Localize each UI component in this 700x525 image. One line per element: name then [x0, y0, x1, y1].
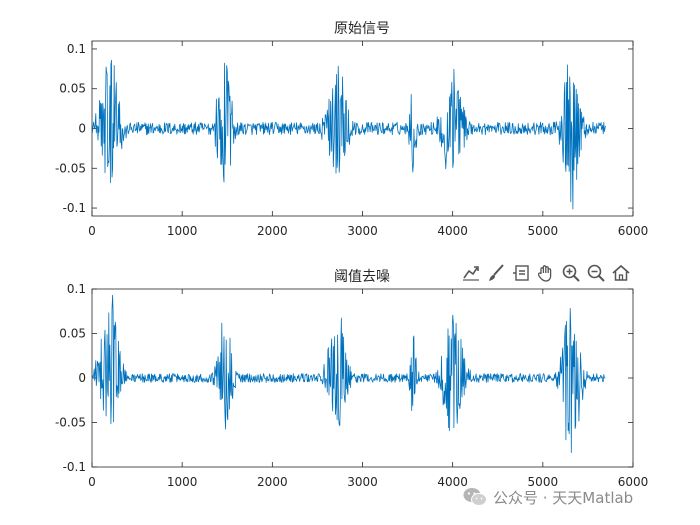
- x-tick-label: 0: [88, 475, 96, 489]
- chart-title: 阈值去噪: [334, 269, 390, 285]
- x-tick-label: 2000: [257, 224, 288, 238]
- zoom-in-icon[interactable]: [560, 262, 582, 284]
- x-tick-label: 5000: [528, 224, 559, 238]
- axes-threshold-denoise: 阈值去噪 0 1000 2000 3000 4000 5000 6000 -0.1 -0.05…: [55, 269, 648, 489]
- x-tick-label: 6000: [618, 224, 649, 238]
- series-group: [91, 59, 606, 210]
- y-tick-label: 0: [78, 122, 86, 136]
- watermark: 公众号 · 天天Matlab: [462, 484, 633, 510]
- watermark-text: 公众号 · 天天Matlab: [493, 488, 634, 507]
- y-tick-label: -0.05: [55, 416, 86, 430]
- x-tick-label: 0: [88, 224, 96, 238]
- x-tick-label: 6000: [618, 475, 649, 489]
- y-tick-label: 0.05: [59, 327, 86, 341]
- chart-title: 原始信号: [334, 21, 390, 37]
- brush-icon[interactable]: [485, 262, 507, 284]
- y-tick-label: -0.05: [55, 161, 86, 175]
- y-tick-label: -0.1: [63, 460, 86, 474]
- wechat-logo-icon: [463, 488, 487, 506]
- export-icon[interactable]: [460, 262, 482, 284]
- y-tick-label: -0.1: [63, 201, 86, 215]
- y-axis-ticks: -0.1 -0.05 0 0.05 0.1: [55, 42, 633, 215]
- signal-line: [91, 59, 606, 210]
- y-tick-label: 0: [78, 371, 86, 385]
- data-tips-icon[interactable]: [510, 262, 532, 284]
- x-tick-label: 1000: [167, 475, 198, 489]
- x-tick-label: 2000: [257, 475, 288, 489]
- x-tick-label: 3000: [347, 224, 378, 238]
- x-tick-label: 4000: [437, 224, 468, 238]
- zoom-out-icon[interactable]: [585, 262, 607, 284]
- x-tick-label: 3000: [347, 475, 378, 489]
- axes-original-signal: 原始信号 0 1000 2000 3000 4000 5000 6000 -0.1 -0.05…: [55, 21, 648, 238]
- y-tick-label: 0.05: [59, 82, 86, 96]
- x-tick-label: 4000: [437, 475, 468, 489]
- x-axis-ticks: 0 1000 2000 3000 4000 5000 6000: [88, 289, 648, 489]
- x-tick-label: 1000: [167, 224, 198, 238]
- axes-box: [91, 288, 634, 468]
- x-axis-ticks: 0 1000 2000 3000 4000 5000 6000: [88, 41, 648, 238]
- home-icon[interactable]: [610, 262, 632, 284]
- y-tick-label: 0.1: [67, 42, 86, 56]
- y-tick-label: 0.1: [67, 282, 86, 296]
- signal-line: [91, 294, 606, 453]
- y-axis-ticks: -0.1 -0.05 0 0.05 0.1: [55, 282, 633, 474]
- series-group: [91, 294, 606, 453]
- pan-hand-icon[interactable]: [535, 262, 557, 284]
- x-tick-label: 5000: [528, 475, 559, 489]
- axes-toolbar: [460, 262, 632, 286]
